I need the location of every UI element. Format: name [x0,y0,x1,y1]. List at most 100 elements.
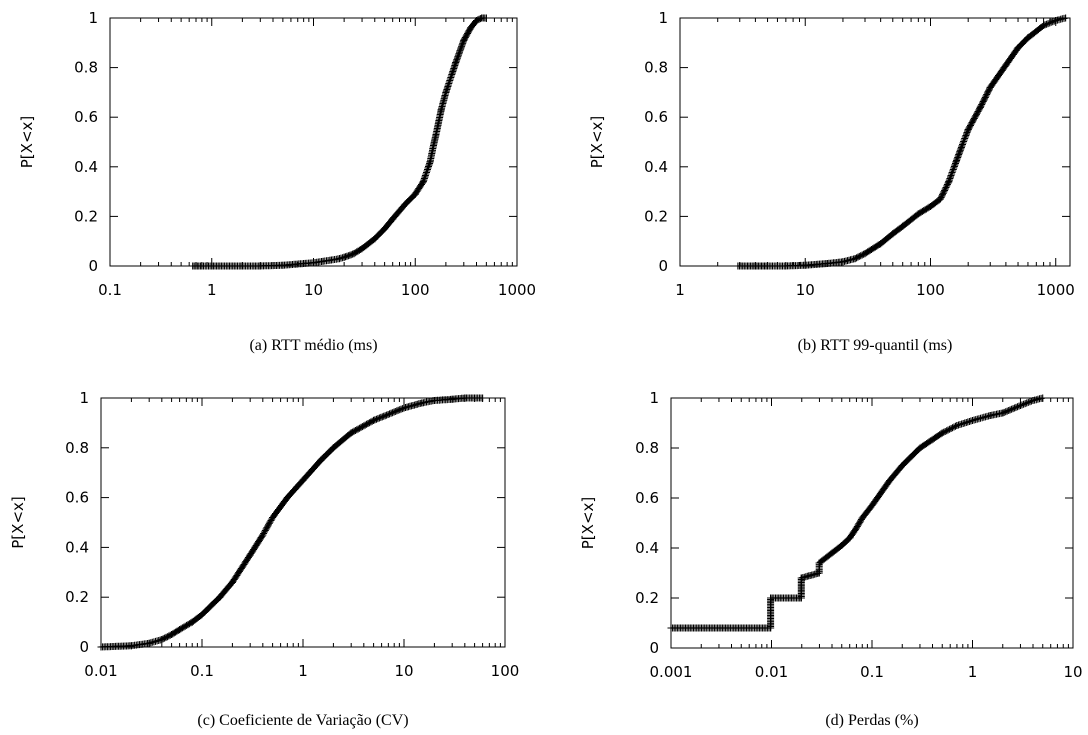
data-point-marker [1050,17,1058,25]
data-point-marker [380,412,388,420]
data-point-marker [370,416,378,424]
data-point-marker [375,414,383,422]
data-point-marker [1039,394,1047,402]
x-tick-label: 1 [298,662,308,680]
data-point-marker [1040,21,1048,29]
data-point-marker [266,518,274,526]
data-point-marker [265,519,273,527]
x-tick-label: 1 [675,281,685,299]
series-markers [734,14,1070,270]
data-point-marker [1002,408,1010,416]
x-tick-label: 0.01 [84,662,117,680]
data-point-marker [1046,19,1054,27]
data-point-marker [961,133,969,141]
data-point-marker [422,170,430,178]
data-point-marker [482,14,490,22]
data-point-marker [391,408,399,415]
data-point-marker [951,161,959,169]
data-point-marker [963,129,971,137]
series-line [671,397,1043,629]
data-point-marker [950,164,958,172]
x-tick-label: 100 [491,662,520,680]
data-point-marker [950,423,958,431]
data-point-marker [943,427,951,435]
data-point-marker [941,185,949,193]
data-point-marker [267,516,275,524]
data-point-marker [857,252,865,260]
data-point-marker [1049,18,1057,26]
data-point-marker [944,179,952,187]
data-point-marker [381,412,389,420]
x-tick-label: 1 [968,663,978,681]
data-point-marker [1011,404,1019,412]
x-tick-label: 1000 [1037,281,1075,299]
y-tick-label: 0.4 [74,158,98,176]
y-tick-label: 0.6 [644,108,668,126]
data-point-marker [1012,403,1020,411]
data-point-marker [985,86,993,94]
data-point-marker [453,56,461,64]
data-point-marker [388,409,396,417]
y-tick-label: 0.4 [644,158,668,176]
x-tick-label: 10 [304,281,323,299]
data-point-marker [937,194,945,202]
chart-panel-2: 0 0.2 0.4 0.6 0.8 1 0.01 0.1 1 10 100 P[X<x] (c) Coe… [9,389,519,729]
x-tick-label: 100 [401,281,430,299]
data-point-marker [856,518,864,526]
y-tick-label: 0 [658,257,668,275]
data-point-marker [1021,400,1029,408]
data-point-marker [373,415,380,423]
data-point-marker [948,169,956,176]
data-point-marker [981,95,989,103]
data-point-marker [259,531,267,539]
data-point-marker [1020,400,1028,408]
data-point-marker [944,426,952,434]
data-point-marker [952,159,959,167]
y-tick-label: 0.2 [74,207,98,225]
data-point-marker [1000,408,1008,416]
data-point-marker [857,517,865,525]
data-point-marker [977,102,985,110]
x-tick-label: 1000 [498,281,536,299]
y-tick-label: 0.2 [644,207,668,225]
data-point-marker [1024,398,1032,406]
y-tick-label: 0 [649,639,659,657]
x-tick-label: 10 [394,662,413,680]
data-point-marker [960,138,968,145]
plot-frame [679,17,1071,267]
data-point-marker [940,428,948,436]
data-point-marker [384,411,392,418]
data-point-marker [260,530,268,537]
data-point-marker [947,425,955,432]
data-point-marker [374,415,382,423]
y-tick-label: 0.6 [74,108,98,126]
data-point-marker [476,15,484,23]
data-point-marker [396,406,404,414]
y-tick-label: 1 [88,9,98,27]
data-point-marker [261,527,269,535]
data-point-marker [940,188,948,196]
data-point-marker [479,394,487,402]
data-point-marker [378,413,386,421]
data-point-marker [976,103,984,111]
data-point-marker [390,408,398,416]
series-line [100,397,483,648]
y-tick-label: 0 [88,257,98,275]
data-point-marker [386,410,393,418]
data-point-marker [1027,397,1035,405]
x-tick-label: 0.1 [190,662,214,680]
y-axis-label: P[X<x] [9,496,27,548]
data-point-marker [1014,403,1021,411]
data-point-marker [418,179,426,187]
x-tick-label: 100 [916,281,945,299]
y-tick-label: 1 [649,389,659,407]
panel-caption: (b) RTT 99-quantil (ms) [798,337,953,354]
y-tick-label: 0.4 [635,539,659,557]
x-tick-label: 0.01 [755,663,788,681]
y-tick-label: 0.8 [644,59,668,77]
data-point-marker [853,523,861,531]
y-tick-label: 0.8 [65,439,89,457]
data-point-marker [938,429,946,437]
panel-caption: (a) RTT médio (ms) [249,337,377,354]
